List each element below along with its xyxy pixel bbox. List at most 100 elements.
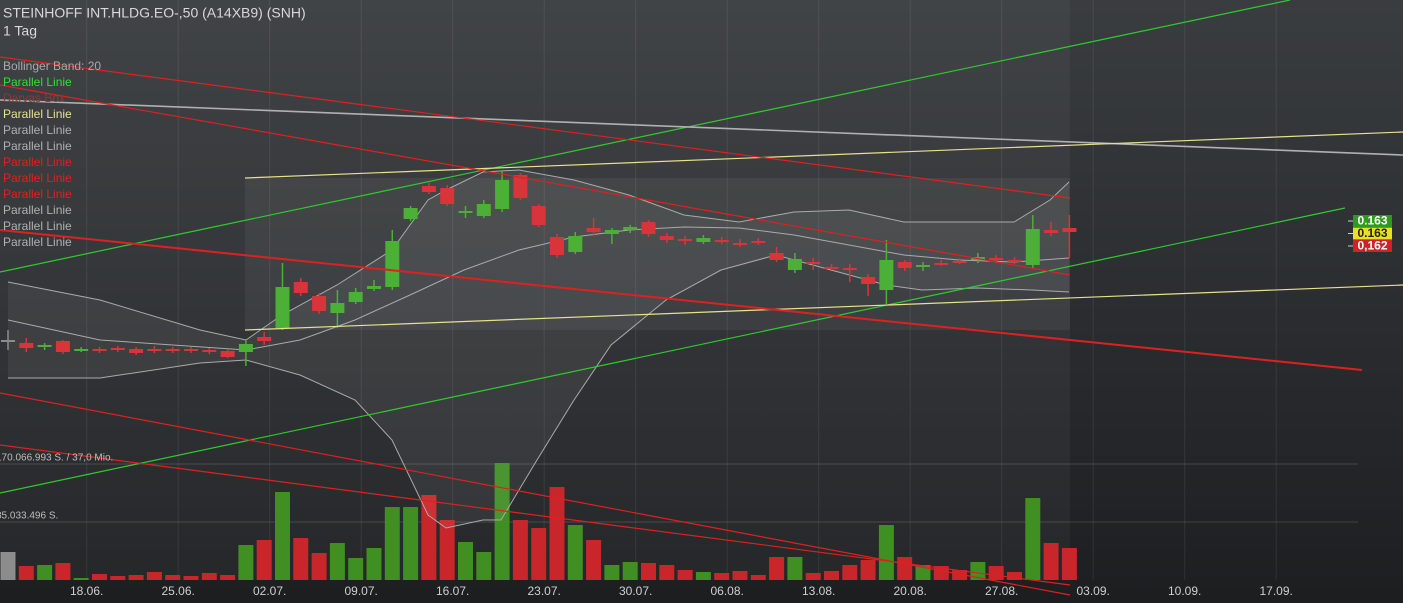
candle-body: [92, 349, 107, 351]
volume-bar: [915, 565, 931, 580]
legend-entry: Parallel Linie: [3, 75, 72, 89]
volume-bar: [512, 520, 528, 580]
candle-body: [458, 211, 473, 213]
candle-body: [1025, 229, 1040, 265]
volume-bar: [823, 571, 839, 580]
x-tick-label: 03.09.: [1076, 584, 1109, 598]
volume-bar: [220, 575, 236, 580]
parallel-line: [0, 207, 1346, 494]
legend-entry: Parallel Linie: [3, 155, 72, 169]
price-label-box: [1353, 240, 1392, 252]
bollinger-middle: [7, 226, 1070, 351]
parallel-line: [0, 444, 1071, 586]
candle-body: [220, 351, 235, 357]
candle-body: [129, 349, 144, 353]
candle-body: [348, 292, 363, 302]
candle-body: [147, 349, 162, 351]
candle-body: [769, 253, 784, 260]
candle-body: [604, 230, 619, 234]
x-tick-label: 02.07.: [253, 584, 286, 598]
volume-bar: [695, 572, 711, 580]
x-tick-label: 18.06.: [70, 584, 103, 598]
candle-body: [897, 262, 912, 268]
volume-bar: [531, 528, 547, 580]
volume-bar: [18, 566, 34, 580]
bollinger-band: [7, 169, 1070, 529]
candle-body: [714, 240, 729, 242]
candle-body: [787, 259, 802, 270]
parallel-line: [0, 229, 1363, 371]
price-label-box: [1353, 215, 1392, 227]
candle-body: [861, 277, 876, 284]
volume-bar: [732, 571, 748, 580]
candle-body: [1044, 230, 1059, 233]
parallel-line: [244, 131, 1403, 179]
x-tick-label: 27.08.: [985, 584, 1018, 598]
volume-bar: [0, 552, 16, 580]
volume-bar: [1025, 498, 1041, 580]
candle-body: [238, 344, 253, 352]
volume-bar: [311, 553, 327, 580]
candle-body: [37, 345, 52, 347]
volume-bar: [110, 576, 126, 580]
candle-body: [165, 349, 180, 351]
volume-bar: [384, 507, 400, 580]
legend-entry: Bollinger Band: 20: [3, 59, 101, 73]
volume-bar: [604, 565, 620, 580]
candle-body: [312, 296, 327, 311]
candle-body: [531, 206, 546, 225]
candle-body: [403, 208, 418, 219]
x-tick-label: 10.09.: [1168, 584, 1201, 598]
volume-bar: [860, 560, 876, 580]
parallel-line: [244, 284, 1403, 331]
volume-bar: [878, 525, 894, 580]
candle-body: [1062, 228, 1077, 232]
volume-bar: [567, 525, 583, 580]
price-label-box: [1353, 227, 1392, 240]
candle-body: [202, 350, 217, 352]
candle-body: [74, 349, 89, 351]
volume-bar: [201, 573, 217, 580]
volume-bar: [952, 570, 968, 580]
candle-body: [751, 241, 766, 243]
candle-body: [513, 175, 528, 198]
candle-body: [440, 188, 455, 204]
volume-bar: [769, 557, 785, 580]
candle-body: [549, 237, 564, 255]
parallel-line: [0, 0, 1291, 273]
volume-bar: [37, 565, 53, 580]
candle-body: [1007, 260, 1022, 262]
volume-bar: [750, 575, 766, 580]
chart-title: STEINHOFF INT.HLDG.EO-,50 (A14XB9) (SNH): [3, 5, 306, 21]
volume-bar: [403, 507, 419, 580]
volume-bar: [146, 572, 162, 580]
volume-bar: [805, 573, 821, 580]
candle-body: [0, 340, 15, 342]
volume-bar: [183, 576, 199, 580]
x-tick-label: 23.07.: [527, 584, 560, 598]
candle-body: [568, 236, 583, 252]
legend-entry: Parallel Linie: [3, 187, 72, 201]
price-label: 0,162: [1357, 239, 1387, 253]
x-tick-label: 06.08.: [710, 584, 743, 598]
volume: [0, 463, 1077, 580]
candle-body: [879, 260, 894, 290]
legend-entry: Parallel Linie: [3, 123, 72, 137]
volume-bar: [1061, 548, 1077, 580]
candle-body: [915, 265, 930, 267]
candle-body: [641, 222, 656, 234]
candle-body: [275, 287, 290, 328]
volume-bar: [91, 574, 107, 580]
candle-body: [678, 239, 693, 241]
candle-body: [732, 243, 747, 245]
candle-body: [696, 238, 711, 242]
volume-bar: [293, 538, 309, 580]
candle-body: [806, 262, 821, 264]
candle-body: [842, 268, 857, 270]
legend-entry: Parallel Linie: [3, 139, 72, 153]
volume-bar: [1043, 543, 1059, 580]
bollinger-lower: [8, 254, 1070, 529]
volume-bar: [640, 563, 656, 580]
